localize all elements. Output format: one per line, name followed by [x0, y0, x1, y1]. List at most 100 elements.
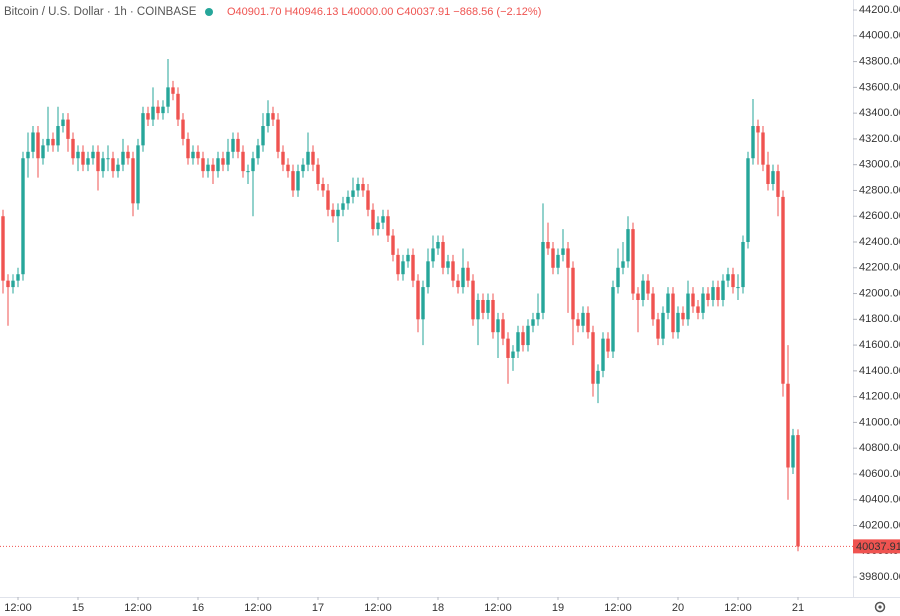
y-tick-label: 44000.00 [859, 30, 900, 42]
candle-body [186, 138, 190, 159]
y-tick-label: 41200.00 [859, 391, 900, 403]
candle-body [591, 332, 595, 384]
candle-body [601, 338, 605, 371]
candle-body [646, 280, 650, 294]
candle-body [791, 435, 795, 468]
x-tick-label: 12:00 [484, 602, 512, 614]
candle-body [31, 132, 35, 152]
candle-body [611, 287, 615, 352]
candle-body [181, 119, 185, 139]
y-tick-label: 42600.00 [859, 210, 900, 222]
candle-body [176, 93, 180, 120]
candle-body [621, 261, 625, 268]
y-tick-label: 41400.00 [859, 365, 900, 377]
candle-body [686, 293, 690, 320]
candle-body [206, 164, 210, 172]
y-tick-label: 41600.00 [859, 339, 900, 351]
candle-body [386, 216, 390, 236]
candle-body [381, 216, 385, 223]
ohlc-legend: O40901.70 H40946.13 L40000.00 C40037.91 … [227, 6, 541, 18]
candle-body [581, 312, 585, 326]
candle-body [216, 158, 220, 172]
candle-body [16, 274, 20, 281]
candle-body [46, 138, 50, 146]
x-tick-label: 12:00 [364, 602, 392, 614]
candle-body [411, 254, 415, 281]
candle-body [71, 138, 75, 159]
candle-body [521, 332, 525, 346]
candle-body [546, 241, 550, 249]
candle-body [286, 164, 290, 172]
candle-body [76, 151, 80, 159]
candle-body [291, 171, 295, 191]
candle-body [711, 287, 715, 300]
candle-body [666, 293, 670, 313]
candle-body [706, 293, 710, 300]
candle-body [241, 151, 245, 172]
candle-body [36, 132, 40, 159]
candle-body [441, 241, 445, 268]
candle-body [391, 235, 395, 255]
candle-body [526, 325, 530, 346]
candle-body [371, 209, 375, 230]
candle-body [726, 274, 730, 281]
candle-body [511, 351, 515, 358]
candle-body [756, 126, 760, 133]
gear-hub[interactable] [878, 605, 882, 609]
candle-body [316, 164, 320, 185]
gear-ring[interactable] [874, 601, 886, 613]
candle-body [41, 145, 45, 159]
candle-body [56, 126, 60, 146]
candle-body [676, 312, 680, 333]
candle-body [506, 338, 510, 358]
candle-body [301, 164, 305, 172]
candle-body [736, 287, 740, 289]
candle-body [26, 151, 30, 159]
candle-body [681, 312, 685, 320]
x-tick-label: 12:00 [124, 602, 152, 614]
candle-body [466, 267, 470, 281]
candle-body [496, 319, 500, 333]
candle-body [741, 241, 745, 288]
x-tick-label: 21 [792, 602, 804, 614]
candle-body [491, 299, 495, 333]
candle-body [626, 229, 630, 262]
candle-body [321, 184, 325, 191]
x-tick-label: 16 [192, 602, 204, 614]
candle-body [66, 119, 70, 139]
status-dot [205, 8, 213, 16]
candle-body [331, 209, 335, 217]
candle-body [376, 222, 380, 230]
candle-body [121, 151, 125, 165]
candle-body [761, 132, 765, 165]
candle-body [281, 151, 285, 165]
y-tick-label: 42800.00 [859, 184, 900, 196]
candle-body [456, 280, 460, 288]
candle-body [191, 151, 195, 159]
y-tick-label: 44200.00 [859, 4, 900, 16]
candle-body [146, 113, 150, 120]
settings-icon[interactable] [874, 601, 886, 613]
last-price-label: 40037.91 [856, 541, 900, 553]
x-tick-label: 19 [552, 602, 564, 614]
candle-body [531, 319, 535, 326]
candle-body [516, 332, 520, 352]
candle-body [701, 293, 705, 313]
candle-body [306, 151, 310, 165]
candle-body [796, 435, 800, 547]
candle-body [86, 158, 90, 165]
candle-body [696, 306, 700, 313]
candle-body [91, 151, 95, 159]
candle-body [671, 293, 675, 333]
candle-body [236, 138, 240, 152]
candle-body [226, 151, 230, 165]
x-tick-label: 12:00 [244, 602, 272, 614]
candle-body [196, 151, 200, 159]
y-tick-label: 43000.00 [859, 159, 900, 171]
candle-body [716, 287, 720, 300]
candle-body [336, 209, 340, 217]
candle-body [576, 319, 580, 326]
y-tick-label: 43600.00 [859, 81, 900, 93]
candle-body [131, 158, 135, 204]
candle-body [631, 229, 635, 294]
